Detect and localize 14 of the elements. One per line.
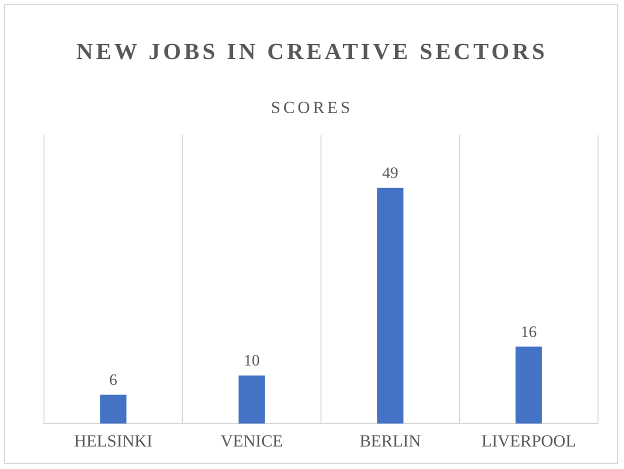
bar: [238, 376, 265, 424]
data-label: 16: [520, 324, 537, 341]
x-tick-label: BERLIN: [360, 431, 421, 450]
chart-title: NEW JOBS IN CREATIVE SECTORS: [75, 38, 549, 65]
data-label: 6: [109, 372, 118, 389]
x-tick-label: LIVERPOOL: [482, 431, 576, 450]
x-tick-label: VENICE: [220, 431, 283, 450]
bar: [377, 188, 404, 424]
data-label: 10: [244, 352, 260, 370]
bar: [100, 394, 126, 424]
chart-subtitle: SCORES: [270, 98, 354, 118]
data-label: 49: [382, 165, 398, 182]
x-tick-label: HELSINKI: [74, 431, 153, 450]
bar: [516, 346, 542, 424]
